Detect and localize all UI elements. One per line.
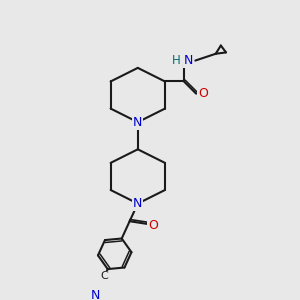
Text: N: N bbox=[133, 197, 142, 210]
Text: H: H bbox=[172, 54, 181, 67]
Text: O: O bbox=[198, 87, 208, 100]
Text: O: O bbox=[148, 219, 158, 232]
Text: N: N bbox=[91, 289, 100, 300]
Text: N: N bbox=[133, 116, 142, 129]
Text: N: N bbox=[184, 54, 194, 67]
Text: C: C bbox=[100, 272, 108, 281]
